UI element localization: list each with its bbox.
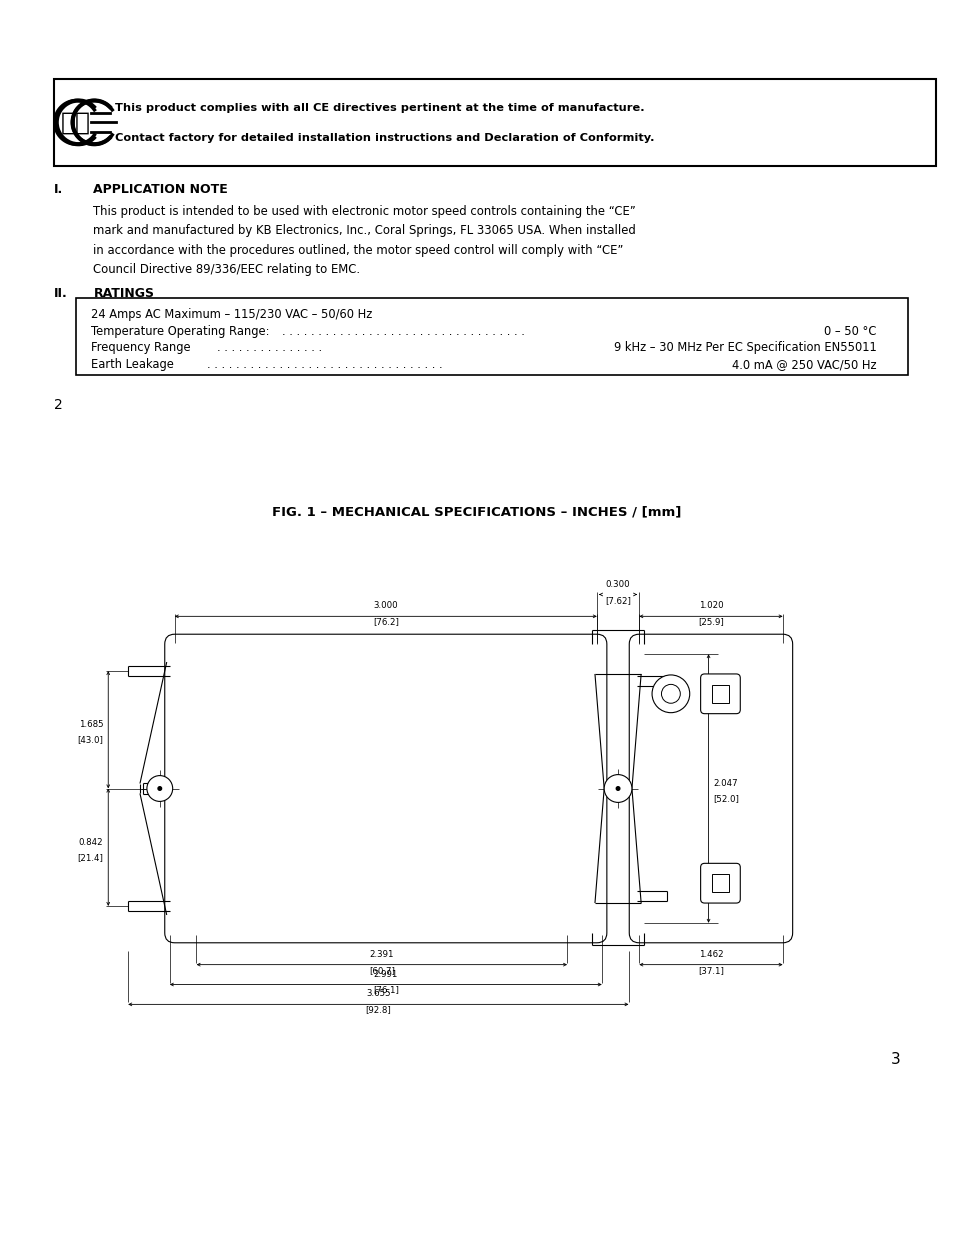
FancyBboxPatch shape — [629, 635, 792, 942]
Text: 1.462: 1.462 — [698, 950, 722, 958]
Text: [52.0]: [52.0] — [713, 794, 739, 803]
Text: This product complies with all CE directives pertinent at the time of manufactur: This product complies with all CE direct… — [115, 104, 644, 114]
FancyBboxPatch shape — [700, 674, 740, 714]
Bar — [711, 685, 729, 703]
Text: [76.1]: [76.1] — [373, 986, 398, 994]
Text: 2.991: 2.991 — [374, 969, 397, 978]
Circle shape — [616, 787, 619, 790]
Text: APPLICATION NOTE: APPLICATION NOTE — [93, 183, 228, 196]
Circle shape — [651, 676, 689, 713]
Text: 3.000: 3.000 — [374, 601, 397, 610]
Text: . . . . . . . . . . . . . . . . . . . . . . . . . . . . . . . . .: . . . . . . . . . . . . . . . . . . . . … — [207, 358, 442, 372]
Bar — [711, 874, 729, 892]
Text: Earth Leakage: Earth Leakage — [91, 358, 174, 372]
Text: . . . . . . . . . . . . . . .: . . . . . . . . . . . . . . . — [217, 341, 322, 354]
Text: [37.1]: [37.1] — [698, 966, 723, 974]
Text: 3: 3 — [889, 1052, 900, 1067]
Text: Contact factory for detailed installation instructions and Declaration of Confor: Contact factory for detailed installatio… — [115, 133, 654, 143]
Text: 0 – 50 °C: 0 – 50 °C — [823, 325, 876, 338]
Circle shape — [660, 684, 679, 703]
Text: RATINGS: RATINGS — [93, 288, 154, 300]
Text: 2: 2 — [53, 399, 62, 412]
Text: II.: II. — [53, 288, 68, 300]
Text: Frequency Range: Frequency Range — [91, 341, 191, 354]
Text: . . . . . . . . . . . . . . . . . . . . . . . . . . . . . . . . . .: . . . . . . . . . . . . . . . . . . . . … — [281, 325, 524, 338]
Text: 1.685: 1.685 — [78, 720, 103, 729]
Text: 3.655: 3.655 — [366, 989, 391, 998]
Text: [60.7]: [60.7] — [369, 966, 395, 974]
Text: 1.020: 1.020 — [698, 601, 722, 610]
Text: Temperature Operating Range:: Temperature Operating Range: — [91, 325, 270, 338]
Bar — [53, 79, 935, 165]
Text: 2.391: 2.391 — [369, 950, 394, 958]
Text: 24 Amps AC Maximum – 115/230 VAC – 50/60 Hz: 24 Amps AC Maximum – 115/230 VAC – 50/60… — [91, 308, 373, 321]
Text: 9 kHz – 30 MHz Per EC Specification EN55011: 9 kHz – 30 MHz Per EC Specification EN55… — [613, 341, 876, 354]
Text: Council Directive 89/336/EEC relating to EMC.: Council Directive 89/336/EEC relating to… — [93, 263, 360, 275]
Text: This product is intended to be used with electronic motor speed controls contain: This product is intended to be used with… — [93, 205, 636, 217]
Text: ⒸⒺ: ⒸⒺ — [60, 110, 91, 135]
Text: [92.8]: [92.8] — [365, 1005, 391, 1014]
Text: FIG. 1 – MECHANICAL SPECIFICATIONS – INCHES / [mm]: FIG. 1 – MECHANICAL SPECIFICATIONS – INC… — [272, 506, 681, 519]
Text: 0.842: 0.842 — [78, 837, 103, 847]
Text: [43.0]: [43.0] — [77, 735, 103, 745]
Text: 4.0 mA @ 250 VAC/50 Hz: 4.0 mA @ 250 VAC/50 Hz — [731, 358, 876, 372]
Text: [76.2]: [76.2] — [373, 616, 398, 626]
Text: I.: I. — [53, 183, 63, 196]
FancyBboxPatch shape — [165, 635, 606, 942]
Text: 2.047: 2.047 — [713, 779, 738, 788]
FancyBboxPatch shape — [700, 863, 740, 903]
Text: [21.4]: [21.4] — [77, 852, 103, 862]
Circle shape — [158, 787, 161, 790]
Text: [7.62]: [7.62] — [604, 597, 630, 605]
Text: 0.300: 0.300 — [605, 579, 630, 589]
Text: mark and manufactured by KB Electronics, Inc., Coral Springs, FL 33065 USA. When: mark and manufactured by KB Electronics,… — [93, 225, 636, 237]
Bar — [75, 298, 907, 374]
Text: [25.9]: [25.9] — [698, 616, 723, 626]
Circle shape — [603, 774, 631, 803]
Text: in accordance with the procedures outlined, the motor speed control will comply : in accordance with the procedures outlin… — [93, 243, 623, 257]
Circle shape — [147, 776, 172, 802]
